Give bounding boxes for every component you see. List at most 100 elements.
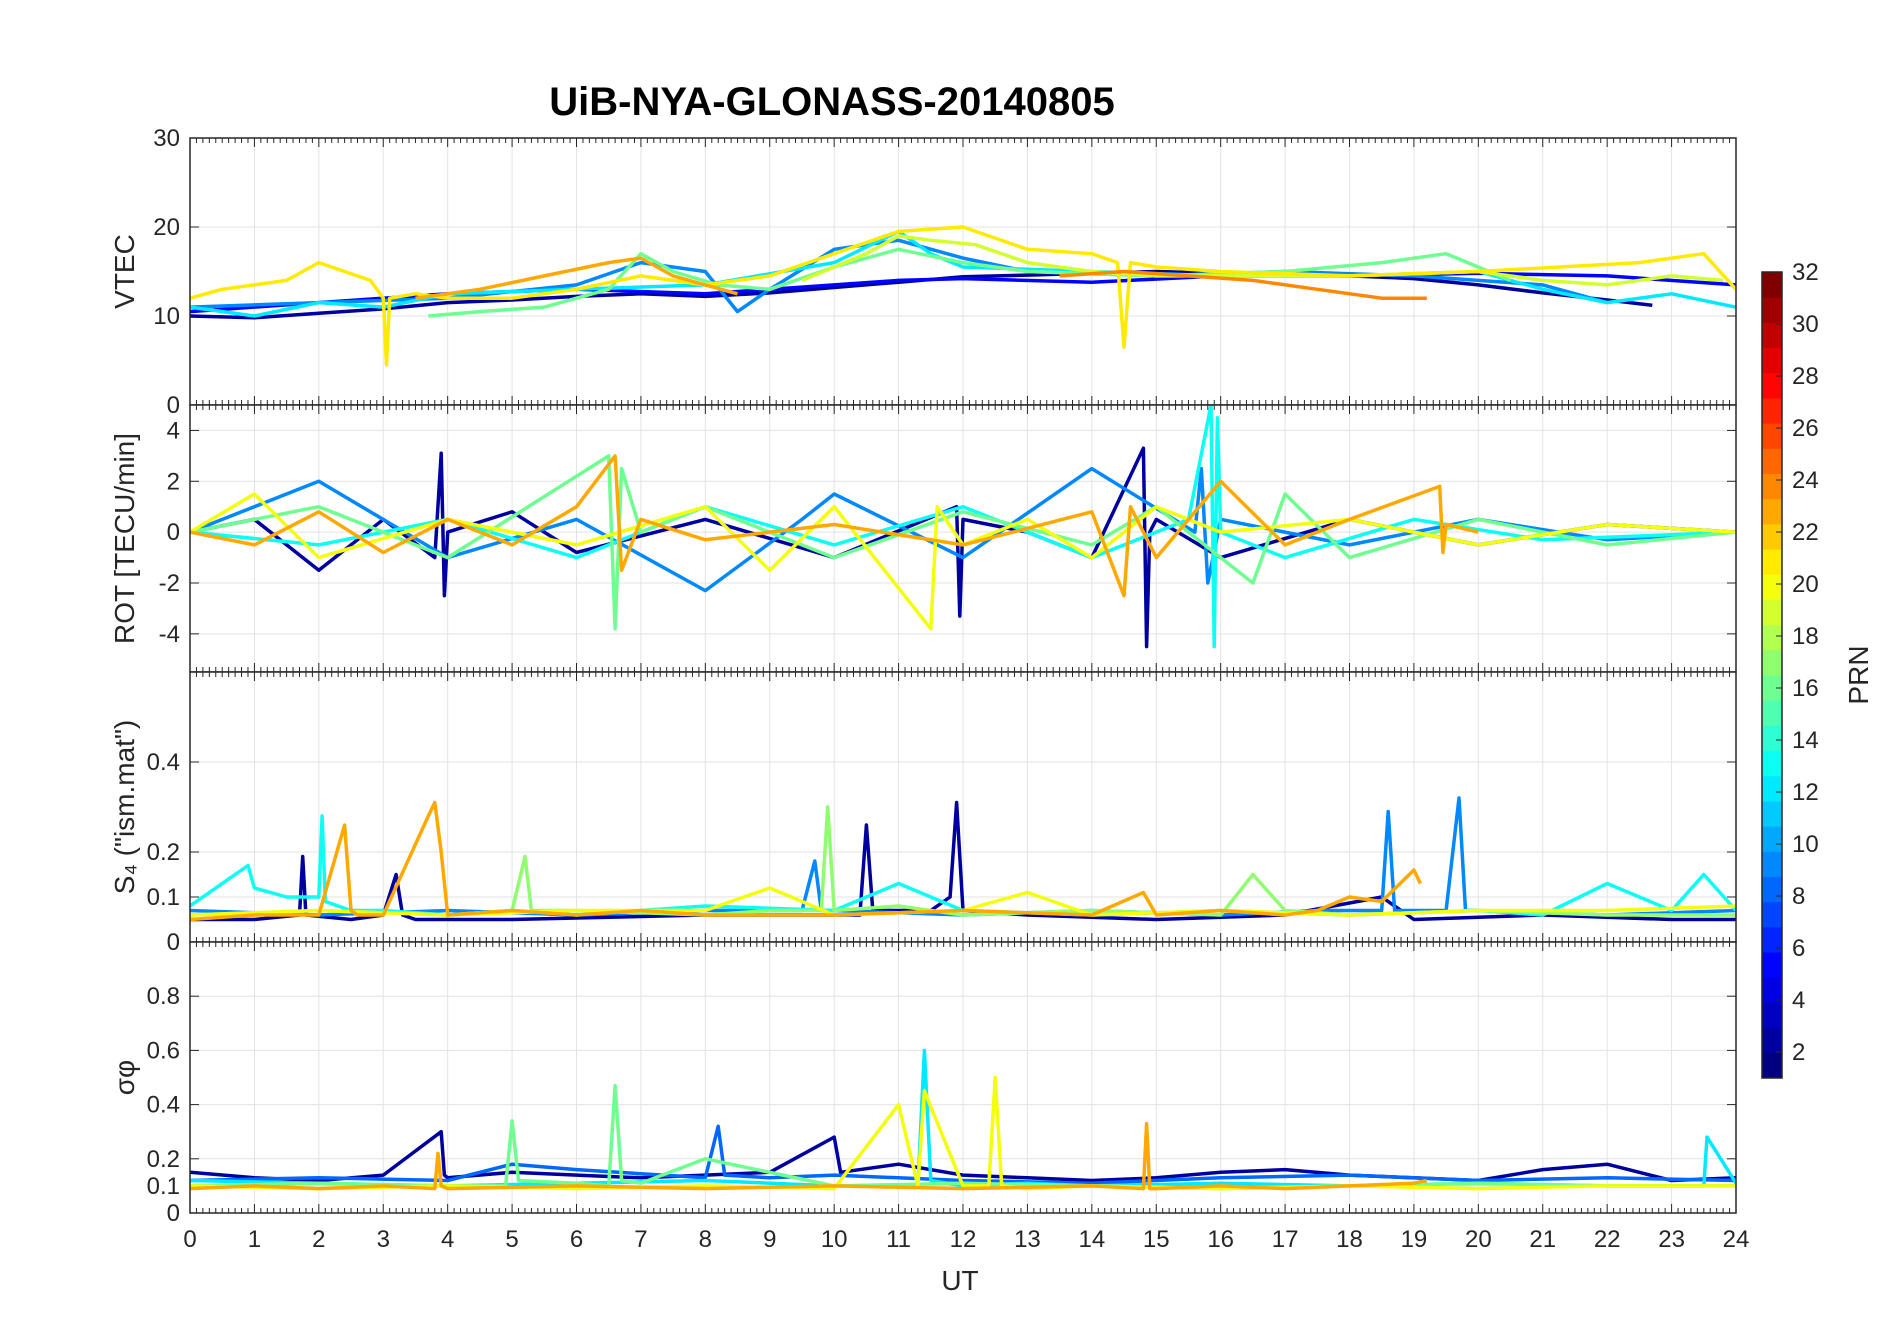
x-tick-label: 6: [570, 1226, 583, 1253]
colorbar-tick-label: 26: [1792, 415, 1819, 442]
series-line-prn-23: [415, 256, 738, 300]
colorbar-segment: [1762, 448, 1782, 474]
x-tick-label: 20: [1465, 1226, 1492, 1253]
x-tick-label: 15: [1143, 1226, 1170, 1253]
colorbar-segment: [1762, 372, 1782, 399]
series-group: [190, 796, 1736, 922]
y-tick-label: 30: [153, 125, 180, 152]
x-tick-label: 12: [950, 1226, 977, 1253]
colorbar-segment: [1762, 649, 1782, 676]
colorbar-tick-label: 32: [1792, 259, 1819, 286]
y-tick-label: 20: [153, 214, 180, 241]
colorbar-segment: [1762, 800, 1782, 827]
x-tick-label: 0: [183, 1226, 196, 1253]
x-axis-ticks: 0 1 2 3 4 5 6 7 8 9 10 11 12 13 14 15 16 17 18 19 20 21 22 23 24: [183, 1226, 1749, 1253]
colorbar-tick-label: 20: [1792, 571, 1819, 598]
colorbar-segment: [1762, 423, 1782, 449]
y-tick-label: 0: [167, 929, 180, 956]
colorbar-segment: [1762, 347, 1782, 374]
x-tick-label: 2: [312, 1226, 325, 1253]
x-tick-label: 8: [699, 1226, 712, 1253]
colorbar-tick-label: 12: [1792, 779, 1819, 806]
colorbar-tick-label: 10: [1792, 831, 1819, 858]
colorbar-tick-label: 6: [1792, 935, 1805, 962]
colorbar-segment: [1762, 725, 1782, 752]
colorbar-tick-label: 28: [1792, 363, 1819, 390]
y-axis-label: ROT [TECU/min]: [109, 433, 140, 644]
series-group: [190, 405, 1736, 649]
x-tick-label: 23: [1658, 1226, 1685, 1253]
colorbar-segment: [1762, 876, 1782, 903]
x-axis-label: UT: [941, 1265, 978, 1296]
colorbar-segment: [1762, 397, 1782, 424]
colorbar-segment: [1762, 549, 1782, 575]
x-tick-label: 10: [821, 1226, 848, 1253]
x-tick-label: 24: [1723, 1226, 1750, 1253]
x-tick-label: 3: [377, 1226, 390, 1253]
colorbar-tick-label: 18: [1792, 623, 1819, 650]
colorbar-tick-label: 22: [1792, 519, 1819, 546]
colorbar-segment: [1762, 1027, 1782, 1054]
colorbar-segment: [1762, 851, 1782, 877]
colorbar-tick-label: 2: [1792, 1039, 1805, 1066]
colorbar-tick-label: 24: [1792, 467, 1819, 494]
colorbar-segment: [1762, 826, 1782, 852]
y-tick-label: 10: [153, 303, 180, 330]
series-line-prn-23: [190, 1121, 1428, 1191]
series-line-prn-8: [190, 1124, 1736, 1185]
x-tick-label: 21: [1529, 1226, 1556, 1253]
y-tick-label: 4: [167, 417, 180, 444]
colorbar-segment: [1762, 272, 1782, 298]
y-axis-label: VTEC: [109, 234, 140, 309]
x-tick-label: 4: [441, 1226, 454, 1253]
series-line-prn-13: [190, 814, 1736, 917]
axes-box: [189, 941, 1737, 1214]
colorbar-segment: [1762, 498, 1782, 525]
colorbar-segment: [1762, 599, 1782, 626]
panel-3: 0 0.1 0.2 0.4 S₄ ("ism.mat"): [109, 671, 1737, 956]
colorbar-segment: [1762, 977, 1782, 1003]
y-tick-label: -4: [159, 621, 180, 648]
panel-4: 00.10.2 0.4 0.6 0.8 σφ: [109, 941, 1737, 1227]
colorbar-tick-label: 16: [1792, 675, 1819, 702]
y-tick-label: 0.1: [147, 1173, 180, 1200]
series-line-prn-23: [190, 454, 1479, 598]
colorbar-segment: [1762, 473, 1782, 500]
x-tick-label: 1: [248, 1226, 261, 1253]
y-tick-label: 0: [167, 1200, 180, 1227]
series-line-prn-21: [190, 225, 1736, 367]
colorbar-segment: [1762, 1002, 1782, 1029]
colorbar-segment: [1762, 750, 1782, 777]
y-tick-label: 0.1: [147, 884, 180, 911]
y-tick-label: 0: [167, 519, 180, 546]
colorbar-label: PRN: [1843, 645, 1874, 704]
colorbar-segment: [1762, 322, 1782, 349]
x-tick-label: 11: [886, 1226, 911, 1253]
y-tick-label: 0.6: [147, 1037, 180, 1064]
colorbar-tick-label: 8: [1792, 883, 1805, 910]
colorbar-segment: [1762, 675, 1782, 701]
x-tick-label: 18: [1336, 1226, 1363, 1253]
y-tick-label: 0.4: [147, 749, 180, 776]
x-tick-label: 17: [1272, 1226, 1299, 1253]
colorbar-tick-label: 14: [1792, 727, 1819, 754]
y-tick-label: 0.4: [147, 1092, 180, 1119]
x-tick-label: 5: [505, 1226, 518, 1253]
colorbar-segment: [1762, 523, 1782, 550]
x-tick-label: 22: [1594, 1226, 1621, 1253]
colorbar-segment: [1762, 926, 1782, 953]
x-tick-label: 9: [763, 1226, 776, 1253]
colorbar-segment: [1762, 952, 1782, 978]
panel-1: 0 10 20 30 VTEC: [109, 125, 1737, 419]
colorbar-frame: [1761, 271, 1783, 1079]
y-tick-label: 0.2: [147, 1146, 180, 1173]
colorbar-segment: [1762, 901, 1782, 928]
series-group: [190, 225, 1736, 367]
x-tick-label: 14: [1078, 1226, 1105, 1253]
y-tick-label: 2: [167, 468, 180, 495]
colorbar-segment: [1762, 700, 1782, 726]
colorbar-segment: [1762, 1052, 1782, 1079]
chart-title: UiB-NYA-GLONASS-20140805: [549, 80, 1114, 124]
y-tick-label: 0: [167, 392, 180, 419]
